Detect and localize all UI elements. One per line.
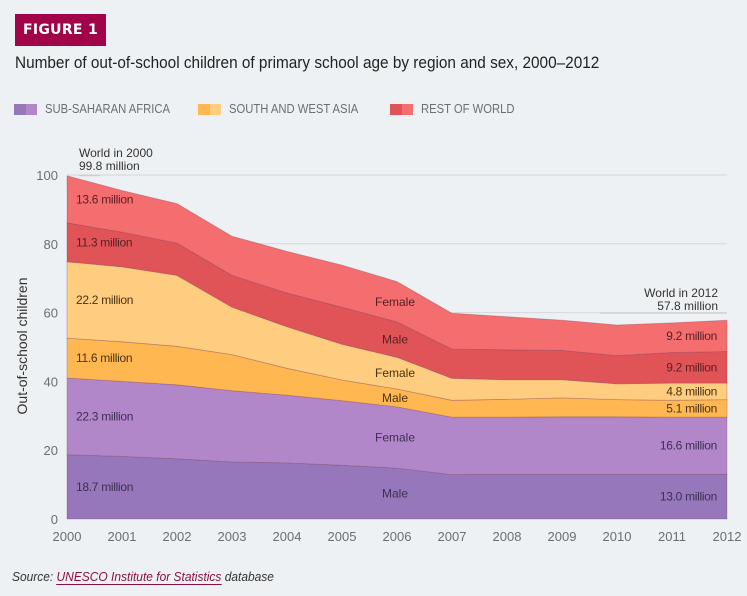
area-layers bbox=[66, 175, 728, 520]
legend-label: SOUTH AND WEST ASIA bbox=[229, 102, 359, 116]
start-value-label: 22.2 million bbox=[76, 293, 133, 307]
end-value-label: 16.6 million bbox=[660, 439, 717, 453]
sex-label: Female bbox=[375, 295, 415, 309]
annotation-value: 57.8 million bbox=[657, 299, 718, 313]
legend-label: SUB-SAHARAN AFRICA bbox=[45, 102, 171, 116]
sex-label: Male bbox=[382, 333, 408, 347]
x-tick-label: 2012 bbox=[713, 529, 742, 544]
y-tick-label: 100 bbox=[36, 168, 58, 183]
legend-label: REST OF WORLD bbox=[421, 102, 515, 116]
swatch-female-color bbox=[401, 103, 413, 115]
y-tick-label: 0 bbox=[51, 512, 58, 527]
source-note: Source: UNESCO Institute for Statistics … bbox=[12, 569, 274, 585]
sex-label: Male bbox=[382, 391, 408, 405]
x-tick-label: 2001 bbox=[108, 529, 137, 544]
x-tick-label: 2000 bbox=[53, 529, 82, 544]
sex-label: Female bbox=[375, 430, 415, 444]
end-value-label: 4.8 million bbox=[666, 384, 717, 398]
x-tick-label: 2008 bbox=[493, 529, 522, 544]
source-prefix: Source: bbox=[12, 569, 57, 584]
swatch-female-color bbox=[209, 103, 221, 115]
y-axis-label: Out-of-school children bbox=[14, 278, 30, 415]
x-tick-label: 2004 bbox=[273, 529, 302, 544]
annotation-title: World in 2000 bbox=[79, 146, 153, 160]
y-tick-label: 40 bbox=[44, 374, 58, 389]
x-tick-label: 2003 bbox=[218, 529, 247, 544]
area-sub-saharan-africa-male bbox=[66, 454, 728, 520]
area-south-and-west-asia-male bbox=[66, 337, 728, 418]
start-value-label: 22.3 million bbox=[76, 409, 133, 423]
legend-swatch-south-west-asia bbox=[198, 103, 221, 115]
x-tick-label: 2005 bbox=[328, 529, 357, 544]
source-suffix: database bbox=[221, 569, 274, 584]
swatch-female-color bbox=[25, 103, 37, 115]
end-value-label: 9.2 million bbox=[666, 360, 717, 374]
legend-swatch-sub-saharan-africa bbox=[14, 103, 37, 115]
legend-swatch-rest-of-world bbox=[390, 103, 413, 115]
y-tick-label: 20 bbox=[44, 443, 58, 458]
swatch-male-color bbox=[14, 103, 26, 115]
y-axis-ticks: 0 20 40 60 80 100 bbox=[36, 168, 58, 527]
y-tick-label: 80 bbox=[44, 237, 58, 252]
annotation-title: World in 2012 bbox=[644, 286, 718, 300]
chart-title: Number of out-of-school children of prim… bbox=[15, 54, 600, 72]
sex-label: Female bbox=[375, 366, 415, 380]
swatch-male-color bbox=[390, 103, 402, 115]
area-rest-of-world-female bbox=[66, 175, 728, 357]
source-link[interactable]: UNESCO Institute for Statistics bbox=[56, 569, 222, 585]
annotation-value: 99.8 million bbox=[79, 159, 140, 173]
legend-item-south-west-asia: SOUTH AND WEST ASIA bbox=[198, 102, 373, 116]
end-value-label: 13.0 million bbox=[660, 490, 717, 504]
legend-item-sub-saharan-africa: SUB-SAHARAN AFRICA bbox=[14, 102, 184, 116]
y-tick-label: 60 bbox=[44, 306, 58, 321]
x-tick-label: 2007 bbox=[438, 529, 467, 544]
x-tick-label: 2002 bbox=[163, 529, 192, 544]
figure-label: FIGURE 1 bbox=[15, 14, 106, 46]
x-tick-label: 2011 bbox=[658, 529, 686, 544]
start-value-label: 11.6 million bbox=[76, 351, 132, 365]
area-rest-of-world-male bbox=[66, 222, 728, 385]
start-value-label: 13.6 million bbox=[76, 192, 133, 206]
swatch-male-color bbox=[198, 103, 210, 115]
start-value-label: 11.3 million bbox=[76, 235, 132, 249]
x-axis-ticks: 2000 2001 2002 2003 2004 2005 2006 2007 2008 2009… bbox=[53, 529, 742, 544]
sex-label: Male bbox=[382, 487, 408, 501]
x-tick-label: 2009 bbox=[548, 529, 577, 544]
x-tick-label: 2010 bbox=[603, 529, 632, 544]
end-value-label: 5.1 million bbox=[666, 401, 717, 415]
legend-item-rest-of-world: REST OF WORLD bbox=[390, 102, 525, 116]
end-value-label: 9.2 million bbox=[666, 329, 717, 343]
start-value-label: 18.7 million bbox=[76, 480, 133, 494]
data-labels: 18.7 million 13.0 million Male 22.3 million… bbox=[76, 192, 717, 503]
x-tick-label: 2006 bbox=[383, 529, 412, 544]
